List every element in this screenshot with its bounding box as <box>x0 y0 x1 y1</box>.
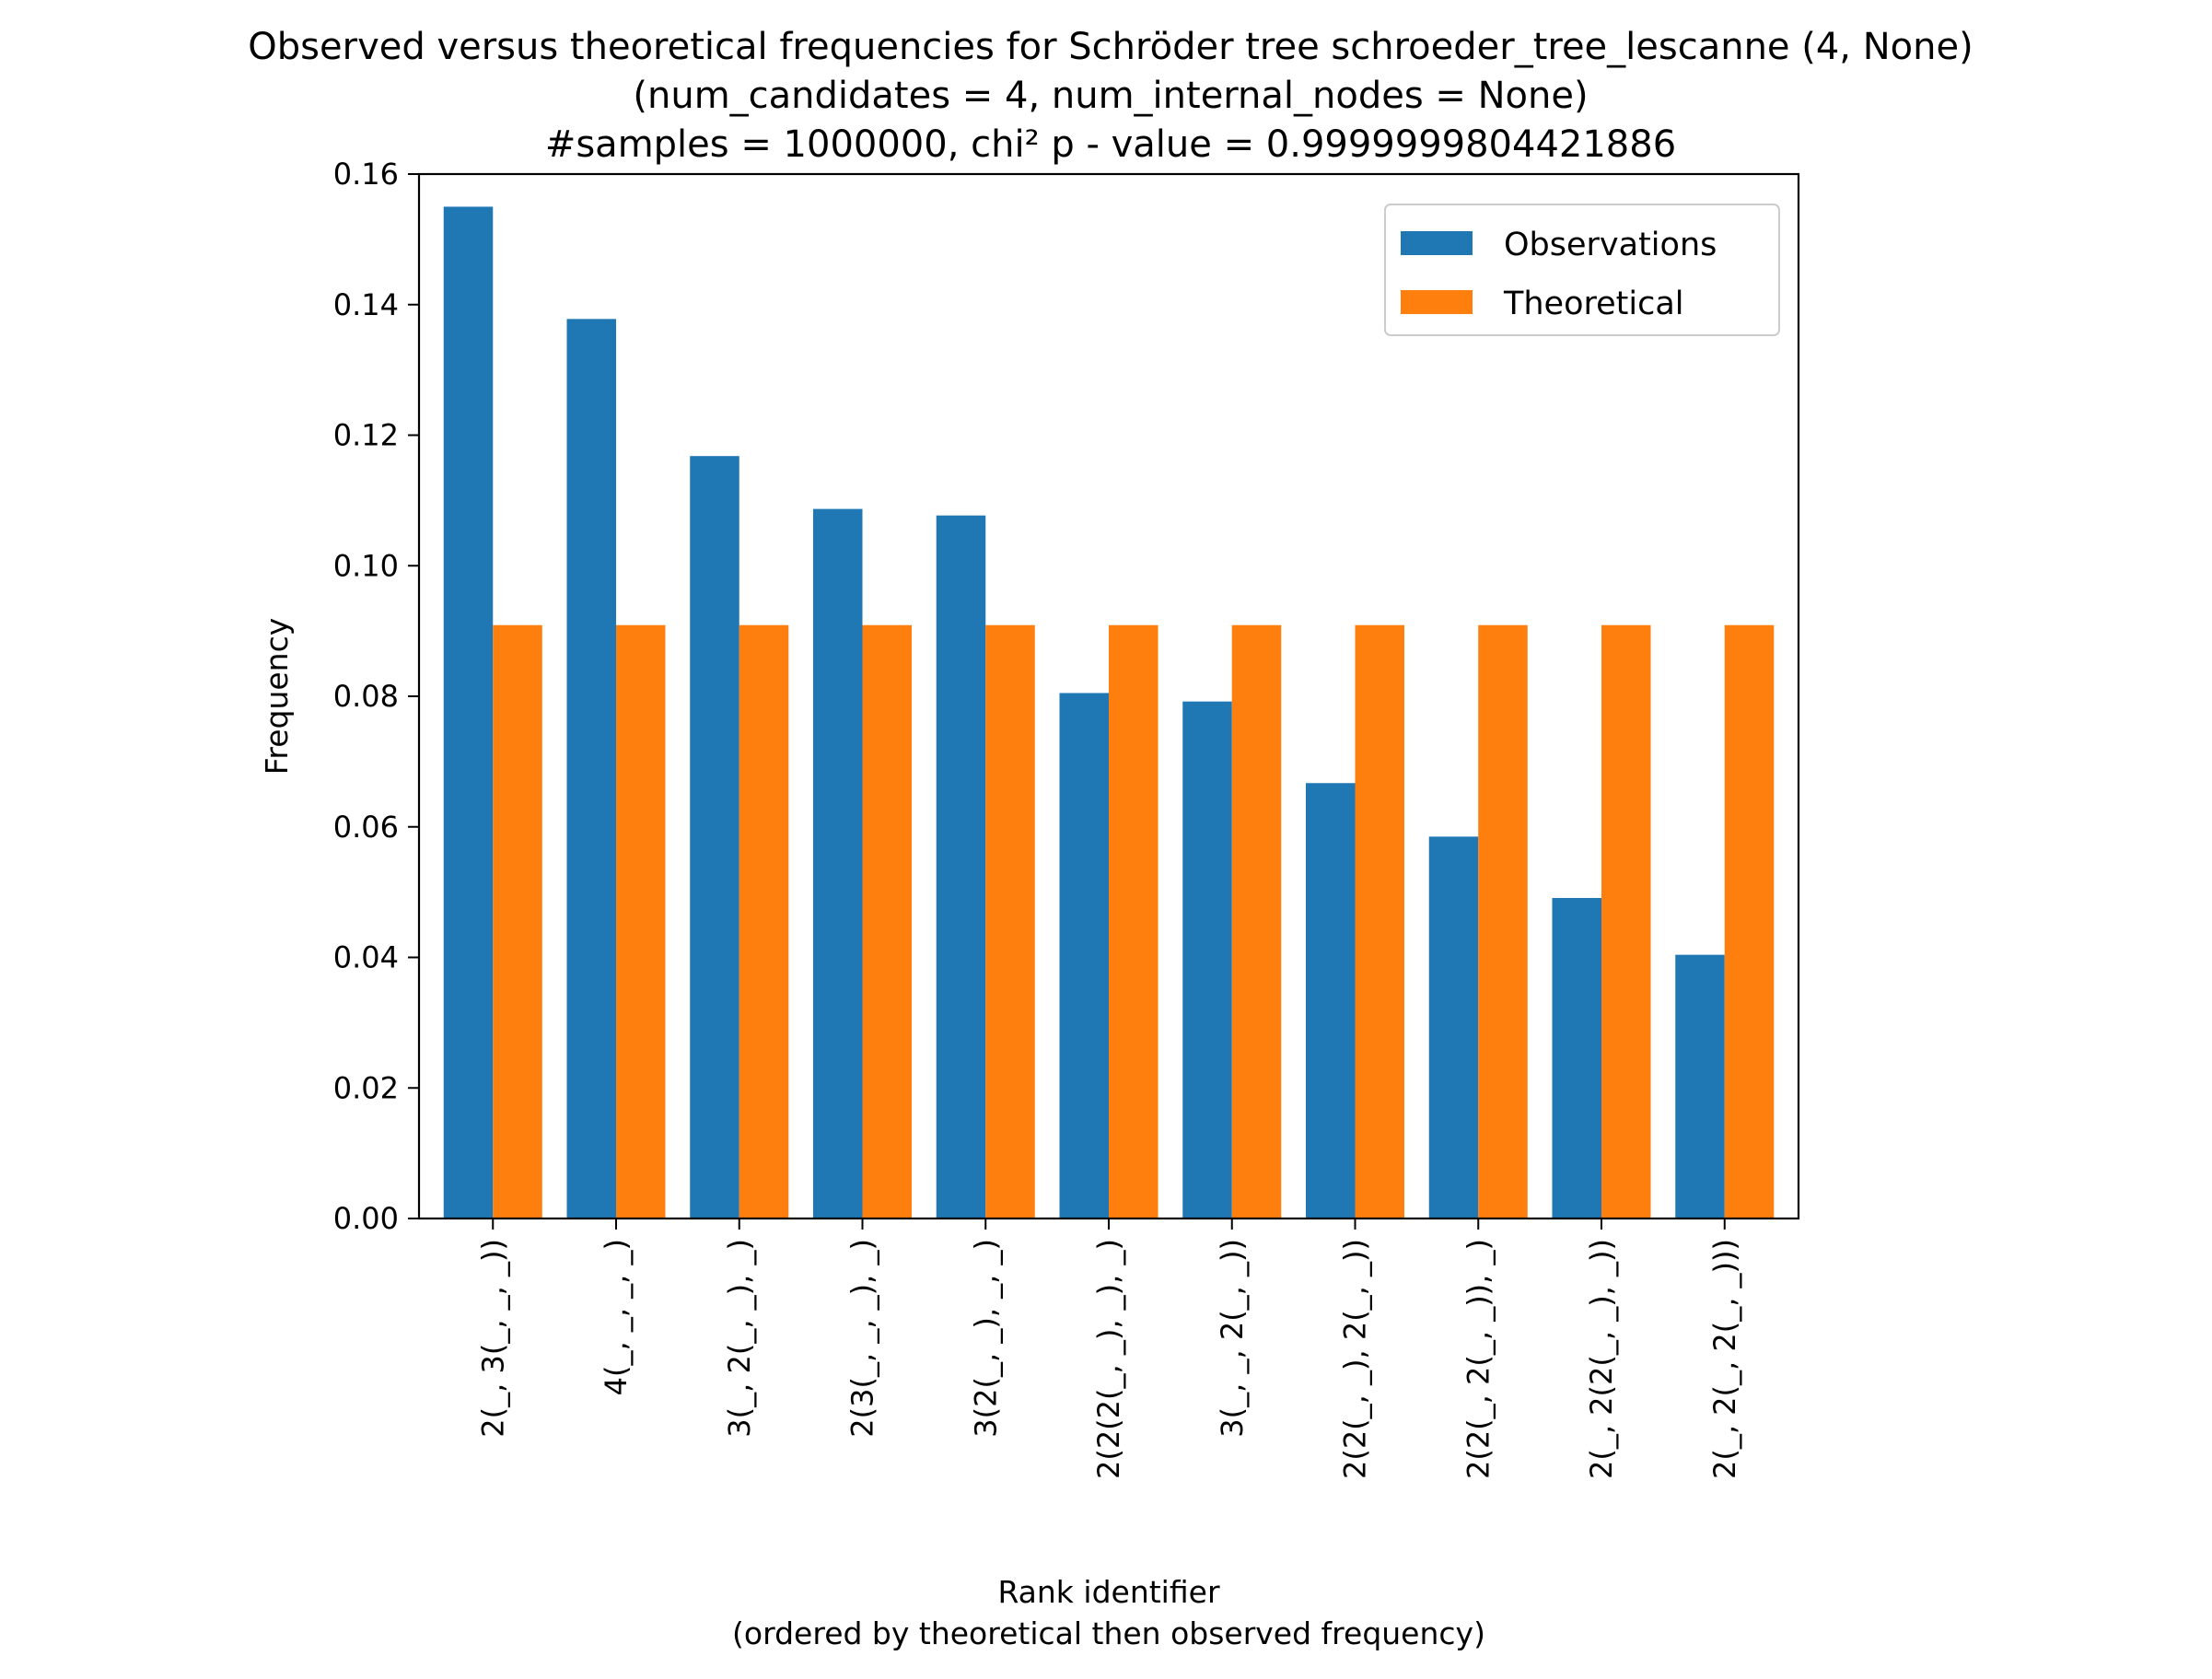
bar-observations-5 <box>1059 693 1109 1218</box>
bar-theoretical-8 <box>1478 624 1528 1218</box>
y-axis-label: Frequency <box>259 618 295 775</box>
y-tick-label-4: 0.08 <box>333 679 399 714</box>
bar-theoretical-2 <box>739 624 789 1218</box>
x-tick-label-8: 2(2(_, 2(_, _)), _) <box>1461 1239 1496 1479</box>
y-axis-ticks: 0.00 0.02 0.04 0.06 0.08 0.10 0.12 0.14 0.16 <box>333 157 419 1236</box>
y-tick-label-5: 0.10 <box>333 548 399 583</box>
bar-observations-6 <box>1182 701 1232 1218</box>
x-tick-label-6: 3(_, _, 2(_, _)) <box>1215 1239 1250 1438</box>
bar-observations-3 <box>813 508 863 1218</box>
x-axis-label-line-2: (ordered by theoretical then observed fr… <box>732 1615 1485 1651</box>
bar-observations-2 <box>690 456 739 1218</box>
bar-observations-10 <box>1675 954 1725 1218</box>
x-axis-ticks: 2(_, 3(_, _, _)) 4(_, _, _, _) 3(_, 2(_, _… <box>475 1218 1742 1479</box>
legend-label-theoretical: Theoretical <box>1503 286 1684 322</box>
bar-observations-9 <box>1552 898 1601 1218</box>
bar-theoretical-10 <box>1724 624 1775 1218</box>
bar-theoretical-3 <box>862 624 912 1218</box>
bars-group <box>443 206 1775 1219</box>
plot-area: 0.00 0.02 0.04 0.06 0.08 0.10 0.12 0.14 0.16 2(_… <box>333 157 1800 1479</box>
x-tick-label-0: 2(_, 3(_, _, _)) <box>475 1239 510 1438</box>
y-tick-label-3: 0.06 <box>333 810 399 845</box>
bar-observations-1 <box>566 319 616 1219</box>
x-tick-label-2: 3(_, 2(_, _), _) <box>722 1239 757 1438</box>
x-tick-label-9: 2(_, 2(2(_, _), _)) <box>1584 1239 1619 1479</box>
bar-observations-0 <box>443 206 494 1219</box>
x-tick-label-1: 4(_, _, _, _) <box>599 1239 634 1395</box>
y-tick-label-0: 0.00 <box>333 1201 399 1236</box>
x-axis-label-line-1: Rank identifier <box>997 1574 1219 1610</box>
y-tick-label-2: 0.04 <box>333 940 399 975</box>
y-tick-label-8: 0.16 <box>333 157 399 192</box>
chart-title-line-3: #samples = 1000000, chi² p - value = 0.9… <box>545 123 1676 166</box>
y-tick-label-6: 0.12 <box>333 418 399 453</box>
chart-title: Observed versus theoretical frequencies … <box>248 26 1973 166</box>
bar-theoretical-5 <box>1109 624 1158 1218</box>
legend: Observations Theoretical <box>1384 204 1780 336</box>
bar-theoretical-1 <box>616 624 666 1218</box>
x-tick-label-7: 2(2(_, _), 2(_, _)) <box>1338 1239 1373 1479</box>
legend-frame <box>1384 204 1780 336</box>
bar-observations-4 <box>936 515 986 1218</box>
legend-swatch-observations <box>1401 231 1473 255</box>
bar-theoretical-4 <box>985 624 1035 1218</box>
y-tick-label-7: 0.14 <box>333 287 399 322</box>
bar-observations-8 <box>1428 836 1479 1218</box>
x-tick-label-10: 2(_, 2(_, 2(_, _))) <box>1707 1239 1742 1479</box>
legend-swatch-theoretical <box>1401 290 1473 314</box>
x-tick-label-4: 3(2(_, _), _, _) <box>968 1239 1003 1438</box>
y-tick-label-1: 0.02 <box>333 1070 399 1105</box>
chart-title-line-2: (num_candidates = 4, num_internal_nodes … <box>633 75 1588 117</box>
x-tick-label-5: 2(2(2(_, _), _), _) <box>1091 1239 1126 1479</box>
bar-theoretical-0 <box>493 624 542 1218</box>
bar-theoretical-6 <box>1231 624 1282 1218</box>
legend-label-observations: Observations <box>1504 227 1717 263</box>
x-tick-label-3: 2(3(_, _, _), _) <box>845 1239 880 1438</box>
bar-theoretical-9 <box>1601 624 1651 1218</box>
bar-observations-7 <box>1306 783 1356 1218</box>
chart-title-line-1: Observed versus theoretical frequencies … <box>248 26 1973 68</box>
bar-theoretical-7 <box>1355 624 1404 1218</box>
